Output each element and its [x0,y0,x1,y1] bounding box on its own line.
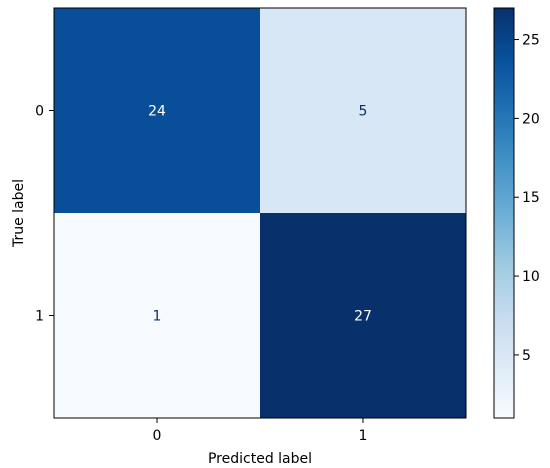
heatmap-cell-0-0 [54,8,260,213]
x-tick-label-1: 1 [359,428,368,444]
heatmap-cell-1-1 [260,213,466,418]
x-tick-label-0: 0 [153,428,162,444]
y-axis-label: True label [11,179,27,248]
colorbar-tick-label-4: 25 [522,33,540,49]
cell-value-labels: 24 5 1 27 [148,104,372,325]
colorbar-tick-label-3: 20 [522,111,540,127]
y-tick-label-0: 0 [35,104,44,120]
colorbar-tick-label-1: 10 [522,269,540,285]
heatmap-cell-0-1 [260,8,466,213]
heatmap-cells [54,8,466,418]
heatmap-cell-1-0 [54,213,260,418]
colorbar-frame [493,7,515,419]
plot-frame [53,7,467,419]
cell-value-label-0-0: 24 [148,104,166,120]
y-axis: 01 [35,104,54,325]
colorbar-ticks: 5 10 15 20 25 [514,33,540,364]
cell-value-label-1-0: 1 [153,309,162,325]
x-axis-label: Predicted label [208,451,312,467]
colorbar-tick-label-2: 15 [522,190,540,206]
cell-value-label-0-1: 5 [359,104,368,120]
cell-value-label-1-1: 27 [354,309,372,325]
colorbar: 5 10 15 20 25 [493,7,540,419]
y-tick-label-1: 1 [35,309,44,325]
colorbar-tick-label-0: 5 [522,348,531,364]
colorbar-gradient [494,8,514,418]
